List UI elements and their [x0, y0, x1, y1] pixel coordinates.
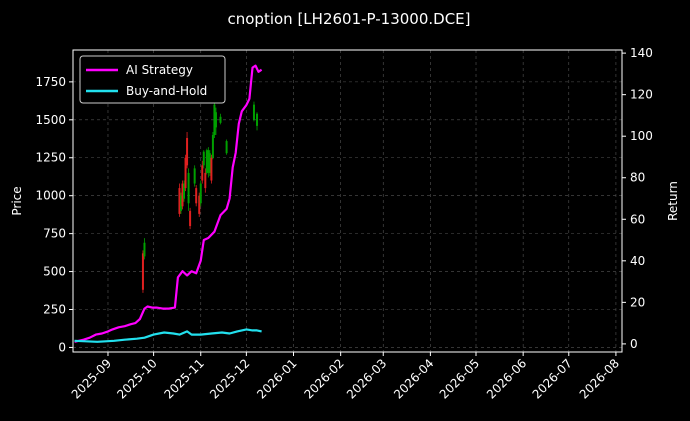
candle-body	[181, 183, 184, 207]
y-right-tick-label: 20	[630, 295, 645, 309]
candle-body	[213, 104, 216, 135]
candle-body	[207, 150, 210, 173]
y-left-tick-label: 750	[43, 227, 66, 241]
y-right-tick-label: 140	[630, 46, 653, 60]
candle-body	[252, 104, 255, 120]
candle-body	[195, 188, 198, 204]
candle-body	[198, 195, 201, 214]
y-left-tick-label: 250	[43, 303, 66, 317]
series-line-buy-and-hold	[74, 328, 262, 343]
series-layer	[74, 64, 263, 343]
chart-title: cnoption [LH2601-P-13000.DCE]	[228, 10, 471, 28]
y-left-tick-label: 1250	[35, 151, 66, 165]
y-right-tick-label: 0	[630, 337, 638, 351]
y-right-tick-label: 80	[630, 171, 645, 185]
candle-body	[219, 116, 222, 123]
candle-body	[193, 168, 196, 184]
candle-body	[184, 157, 187, 189]
y-axis-right: 0 20 40 60 80 100 120 140	[622, 46, 653, 351]
candle-body	[208, 153, 211, 173]
y-right-tick-label: 40	[630, 254, 645, 268]
y-left-tick-label: 1000	[35, 189, 66, 203]
y-axis-left-title: Price	[10, 186, 24, 215]
candle-layer	[141, 97, 259, 293]
y-left-tick-label: 1500	[35, 113, 66, 127]
candle-body	[256, 113, 259, 126]
legend-ai-strategy-label: AI Strategy	[126, 63, 193, 77]
candle-body	[211, 134, 214, 158]
candle-body	[179, 195, 182, 211]
legend: AI Strategy Buy-and-Hold	[79, 55, 226, 104]
y-left-tick-label: 500	[43, 265, 66, 279]
y-left-tick-label: 0	[58, 340, 66, 354]
candle-body	[178, 188, 181, 214]
candle-body	[189, 210, 192, 227]
y-right-tick-label: 120	[630, 88, 653, 102]
plot-frame	[72, 49, 623, 353]
candle-body	[204, 172, 207, 189]
candle-body	[141, 253, 144, 290]
candle-body	[186, 138, 189, 166]
candle-body	[214, 112, 217, 128]
candle-body	[202, 151, 205, 166]
y-right-tick-label: 60	[630, 212, 645, 226]
candle-body	[183, 183, 186, 199]
series-line-ai-strategy	[74, 64, 263, 343]
candle-body	[201, 165, 204, 181]
y-axis-left: 0 250 500 750 1000 1250 1500 1750	[35, 75, 73, 354]
candle-body	[225, 141, 228, 154]
candle-body	[143, 242, 146, 257]
y-right-tick-label: 100	[630, 129, 653, 143]
y-left-tick-label: 1750	[35, 75, 66, 89]
candle-body	[187, 172, 190, 204]
candle-body	[199, 183, 202, 204]
candle-body	[210, 157, 213, 181]
y-axis-right-title: Return	[666, 181, 680, 221]
candle-body	[205, 150, 208, 173]
legend-buy-and-hold-label: Buy-and-Hold	[126, 84, 207, 98]
